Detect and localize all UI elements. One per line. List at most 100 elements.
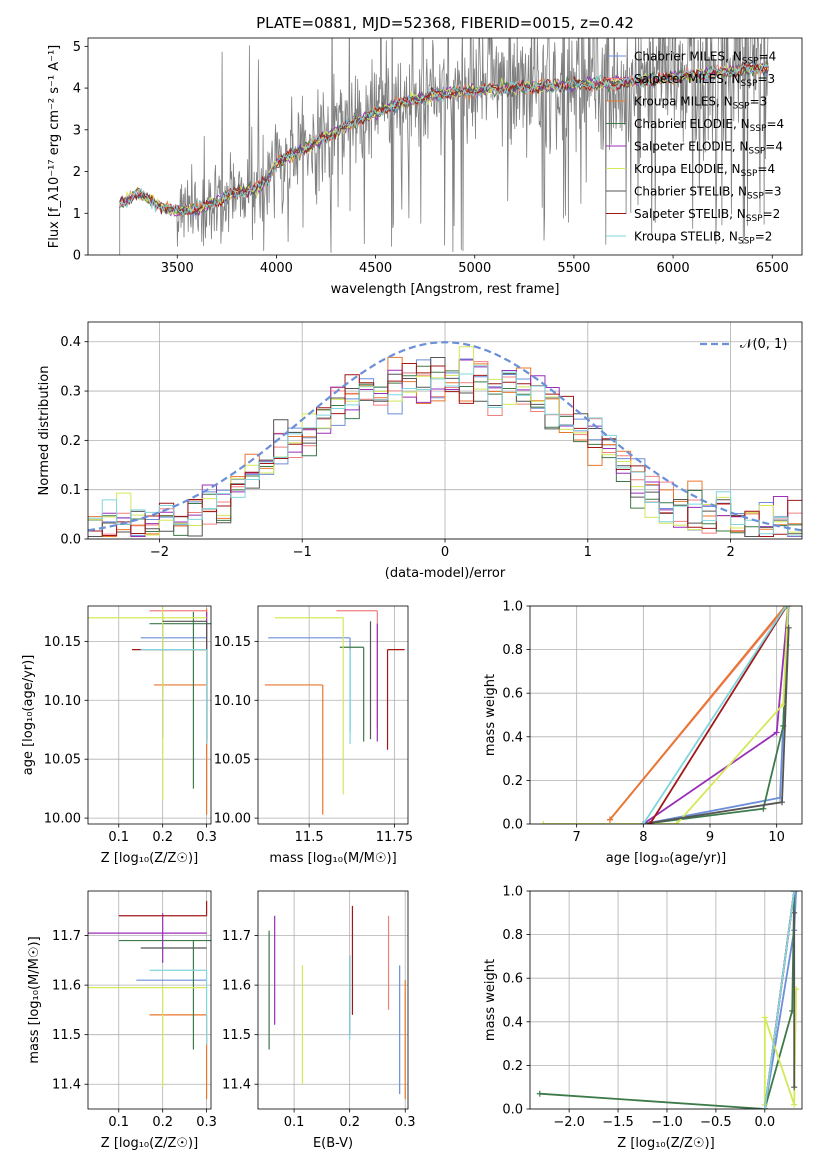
legend-entry-SaEL: Salpeter ELODIE, NSSP=4	[634, 140, 783, 157]
panel-weight_vs_age: 7 8 9 10 0.0 0.2 0.4 0.6 0.8 1.0 age [log₁₀(age/yr…	[483, 600, 803, 866]
errorbar-KrST	[140, 648, 208, 744]
y-tick-label: 0.2	[502, 1059, 523, 1074]
y-tick-label: 0.0	[502, 818, 523, 833]
y-axis-label: mass weight	[483, 674, 498, 756]
y-tick-label: 0.8	[502, 928, 523, 943]
y-tick-label: 10.10	[214, 694, 251, 709]
x-tick-label: 8	[639, 830, 647, 845]
plot-area	[268, 905, 406, 1100]
x-tick-label: 0.3	[395, 1115, 416, 1130]
y-tick-label: 0.2	[502, 774, 523, 789]
x-tick-label: 4000	[260, 261, 293, 276]
errorbar-KrEL	[275, 617, 344, 795]
y-tick-label: 0.0	[502, 1103, 523, 1118]
grid	[258, 606, 408, 824]
x-axis-label: E(B-V)	[313, 1136, 353, 1151]
panel-age_vs_Z: 0.1 0.2 0.3 10.00 10.05 10.10 10.15 Z [log₁₀(Z/…	[21, 605, 217, 866]
axes-frame	[87, 321, 803, 540]
y-tick-label: 10.05	[44, 753, 81, 768]
figure-title: PLATE=0881, MJD=52368, FIBERID=0015, z=0…	[256, 14, 634, 32]
panel-weight_vs_Z: −2.0 −1.5 −1.0 −0.5 0.0 0.0 0.2 0.4 0.6 0.8 1.0 Z […	[483, 885, 803, 1151]
x-axis-label: Z [log₁₀(Z/Z☉)]	[617, 1136, 714, 1151]
x-tick-label: 6500	[756, 261, 789, 276]
y-tick-label: 10.15	[214, 635, 251, 650]
x-tick-label: 11.75	[376, 830, 413, 845]
errorbar-KrMI	[264, 684, 324, 815]
errorbar-KrST	[149, 969, 208, 1045]
weight-marker-KrST	[783, 606, 789, 609]
x-tick-label: 10	[768, 830, 785, 845]
plot-area	[540, 606, 792, 824]
x-tick-label: 6000	[657, 261, 690, 276]
axes-frame	[257, 890, 409, 1110]
y-tick-label: 11.6	[222, 979, 251, 994]
x-tick-label: 0.2	[152, 830, 173, 845]
axes: 11.5 11.75 10.00 10.05 10.10 10.15	[214, 635, 413, 845]
y-tick-label: 1	[73, 207, 81, 222]
x-tick-label: 0.2	[339, 1115, 360, 1130]
axes-frame	[87, 890, 212, 1110]
y-tick-label: 5	[73, 40, 81, 55]
weight-marker-KrST	[761, 1106, 768, 1109]
x-tick-label: 4500	[359, 261, 392, 276]
y-axis-label: mass weight	[483, 959, 498, 1041]
x-tick-label: 2	[726, 545, 734, 560]
model-spectrum-ChST	[119, 61, 769, 217]
x-axis-label: wavelength [Angstrom, rest frame]	[331, 282, 560, 297]
x-tick-label: 7	[573, 830, 581, 845]
weight-marker-ChMI	[793, 891, 800, 894]
legend: 𝒩(0, 1)	[700, 337, 787, 352]
legend-entry-KrEL: Kroupa ELODIE, NSSP=4	[634, 162, 775, 179]
axes: −2.0 −1.5 −1.0 −0.5 0.0 0.0 0.2 0.4 0.6 0.8 1.0	[502, 885, 775, 1131]
weight-line-KrEL	[543, 606, 789, 824]
y-tick-label: 11.7	[52, 929, 81, 944]
errorbar-KrMI	[153, 608, 208, 815]
y-tick-label: 0.2	[60, 434, 81, 449]
grid	[258, 891, 408, 1109]
plot-area	[88, 341, 802, 538]
y-axis-label: Flux [f_λ10⁻¹⁷ erg cm⁻² s⁻¹ A⁻¹]	[47, 45, 62, 249]
errorbar-KrMI	[149, 1014, 208, 1100]
legend-entry-KrST: Kroupa STELIB, NSSP=2	[634, 230, 772, 247]
errorbar-ChST	[162, 620, 208, 740]
x-tick-label: 9	[706, 830, 714, 845]
y-tick-label: 3	[73, 123, 81, 138]
y-tick-label: 11.4	[222, 1078, 251, 1093]
grid	[88, 322, 802, 540]
errorbar-SaST	[386, 648, 405, 750]
grid	[530, 605, 802, 825]
panel-mass_vs_Z: 0.1 0.2 0.3 11.4 11.5 11.6 11.7 Z [log₁₀(Z/Z☉)]…	[27, 890, 217, 1151]
x-axis-label: age [log₁₀(age/yr)]	[606, 851, 727, 866]
x-tick-label: 0.1	[108, 830, 129, 845]
legend: Chabrier MILES, NSSP=4 Salpeter MILES, NS…	[606, 50, 784, 247]
x-axis-label: Z [log₁₀(Z/Z☉)]	[101, 851, 198, 866]
y-axis-label: mass [log₁₀(M/M☉)]	[27, 936, 42, 1063]
errorbar-SaEL	[88, 913, 207, 963]
y-tick-label: 0.4	[502, 730, 523, 745]
grid	[530, 890, 802, 1110]
weight-marker-SaST	[783, 606, 790, 609]
axes: −2 −1 0 1 2 0.0 0.1 0.2 0.3 0.4	[60, 335, 734, 560]
weight-line-KrST	[642, 606, 787, 824]
weight-marker-ChEL	[760, 805, 767, 812]
y-tick-label: 0.8	[502, 643, 523, 658]
y-tick-label: 0.6	[502, 972, 523, 987]
weight-marker-ChEL	[536, 1090, 543, 1097]
y-tick-label: 0.4	[60, 335, 81, 350]
panel-age_vs_mass: 11.5 11.75 10.00 10.05 10.10 10.15 mass [log₁₀…	[214, 605, 413, 866]
x-tick-label: 3500	[161, 261, 194, 276]
axes-frame	[87, 605, 212, 825]
weight-line-KrMI	[609, 606, 786, 821]
plot-area	[536, 891, 800, 1109]
legend-entry-KrMI: Kroupa MILES, NSSP=3	[634, 95, 767, 112]
x-axis-label: mass [log₁₀(M/M☉)]	[269, 851, 396, 866]
weight-marker-KrST	[791, 891, 798, 894]
errorbar-KrEL	[88, 987, 207, 1087]
errorbar-ChEL	[118, 939, 211, 1050]
legend-entry-SaST: Salpeter STELIB, NSSP=2	[634, 207, 780, 224]
x-tick-label: 5000	[458, 261, 491, 276]
x-tick-label: 0.0	[754, 1115, 775, 1130]
y-tick-label: 10.00	[214, 812, 251, 827]
errorbar-ChMI	[140, 614, 207, 738]
axes-frame	[87, 37, 803, 256]
